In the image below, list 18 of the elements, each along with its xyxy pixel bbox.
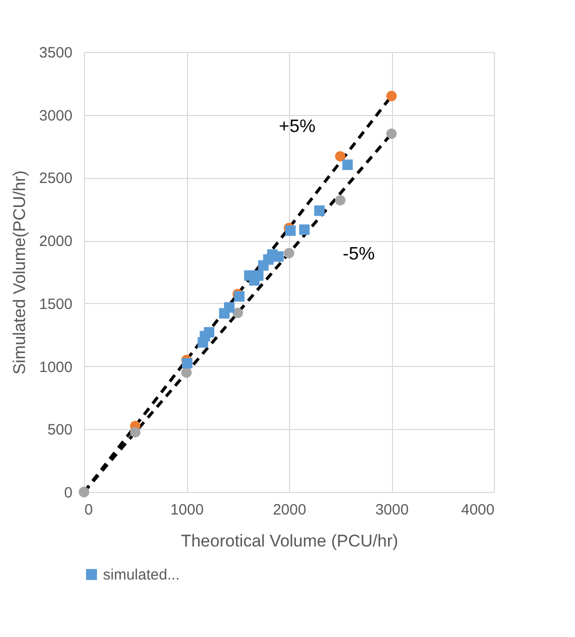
y-axis-title: Simulated Volume(PCU/hr) bbox=[10, 170, 30, 375]
x-axis-title: Theorotical Volume (PCU/hr) bbox=[180, 532, 398, 550]
x-tick-label: 4000 bbox=[461, 502, 494, 518]
y-tick-label: 2000 bbox=[39, 233, 72, 250]
annotation: -5% bbox=[342, 243, 375, 264]
annotation: +5% bbox=[278, 116, 316, 136]
y-tick-label: 3000 bbox=[39, 107, 72, 124]
y-tick-label: 3500 bbox=[39, 44, 72, 62]
y-tick-label: 1000 bbox=[39, 358, 72, 376]
x-tick-label: 1000 bbox=[170, 502, 204, 518]
legend-label: simulated... bbox=[103, 566, 180, 584]
x-tick-label: 0 bbox=[84, 502, 93, 518]
y-tick-label: 500 bbox=[47, 422, 72, 439]
x-tick-label: 2000 bbox=[272, 502, 306, 518]
y-tick-label: 1500 bbox=[39, 296, 72, 313]
y-tick-label: 0 bbox=[64, 484, 72, 502]
x-tick-label: 3000 bbox=[375, 502, 409, 518]
y-tick-label: 2500 bbox=[39, 170, 72, 188]
